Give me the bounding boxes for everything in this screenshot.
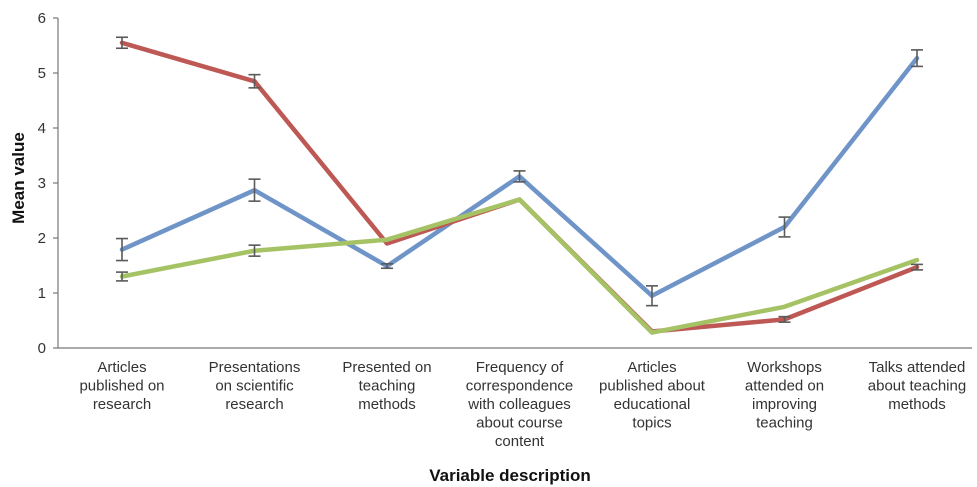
error-bar [248,244,261,257]
x-category-label-line: correspondence [466,378,574,395]
y-axis-title: Mean value [9,132,28,224]
y-tick-label: 4 [38,120,46,137]
x-category-label-line: on scientific [215,378,294,395]
x-category-label-line: attended on [745,378,824,395]
x-category-label-line: about teaching [868,378,966,395]
x-category-label: Talks attended about teaching methods [868,359,966,413]
x-category-label-line: research [225,396,283,413]
x-category-label: Articles published on research [79,359,164,413]
x-category-label-line: topics [632,415,671,432]
y-tick-label: 0 [38,340,46,357]
error-bar [778,315,791,323]
x-category-label: Frequency of correspondence with colleague… [466,359,574,450]
x-category-label-line: published on [79,378,164,395]
y-tick-label: 6 [38,10,46,27]
error-bar [248,73,261,89]
x-category-label-line: research [93,396,151,413]
error-bar [778,216,791,238]
x-category-label-line: Presented on [342,359,431,376]
error-bar [381,263,393,270]
error-bar [248,178,261,202]
x-category-label: Presentations on scientific research [209,359,301,413]
x-category-label: Workshops attended on improving teaching [745,359,824,432]
error-bar [116,237,128,262]
series-line-2 [119,40,920,334]
x-category-labels: Articles published on researchPresentation… [79,359,966,450]
error-bar [116,36,128,50]
y-tick-label: 1 [38,285,46,302]
x-category-label-line: methods [888,396,946,413]
x-category-label-line: content [495,433,545,450]
x-category-label-line: Presentations [209,359,301,376]
x-category-label-line: published about [599,378,706,395]
error-bar [513,170,526,183]
y-tick-label: 2 [38,230,46,247]
error-bar [116,271,128,282]
x-category-label: Presented on teaching methods [342,359,431,413]
x-category-label-line: Articles [97,359,146,376]
x-axis-title: Variable description [429,466,591,485]
x-category-label-line: about course [476,415,563,432]
error-bar [646,285,658,307]
x-category-label-line: teaching [756,415,813,432]
y-tick-label: 5 [38,65,46,82]
x-category-label-line: Talks attended [869,359,966,376]
error-bars-group [116,36,923,323]
x-category-label-line: Frequency of [476,359,564,376]
x-category-label-line: teaching [359,378,416,395]
x-category-label-line: Articles [627,359,676,376]
x-category-label-line: improving [752,396,817,413]
y-ticks-group: 0 1 2 3 4 5 6 [38,10,58,357]
x-category-label: Articles published about educational topics [599,359,706,432]
series-group [119,40,920,335]
x-category-label-line: educational [614,396,691,413]
error-bar [911,263,923,271]
x-category-label-line: methods [358,396,416,413]
y-tick-label: 3 [38,175,46,192]
x-category-label-line: with colleagues [467,396,571,413]
x-category-label-line: Workshops [747,359,822,376]
error-bar [911,49,923,68]
